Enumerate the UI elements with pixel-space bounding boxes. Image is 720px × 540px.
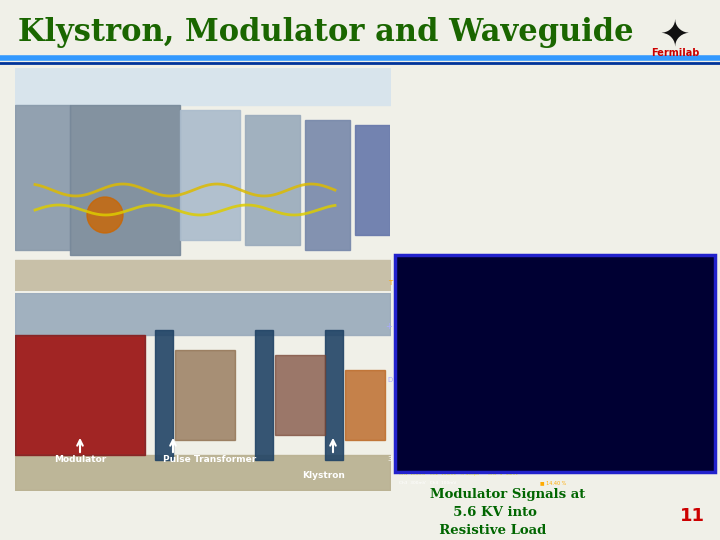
Text: ✦: ✦ xyxy=(660,18,690,52)
Text: Ch3  300mV   Ch4  100mV: Ch3 300mV Ch4 100mV xyxy=(399,481,456,484)
Bar xyxy=(305,120,350,250)
Text: Modulator Output
Current 200A/div: Modulator Output Current 200A/div xyxy=(508,383,572,396)
Bar xyxy=(17,337,143,453)
Bar xyxy=(275,355,325,435)
Text: Modulator: Modulator xyxy=(54,455,106,464)
Text: Klystron: Klystron xyxy=(302,471,345,480)
Bar xyxy=(345,370,385,440)
Text: Fermilab: Fermilab xyxy=(652,48,700,58)
Text: Pulse Transformer Output
Current 2 A/div at 36A: Pulse Transformer Output Current 2 A/div… xyxy=(492,271,585,284)
Text: Ac:   6.0mV: Ac: 6.0mV xyxy=(684,267,712,272)
Circle shape xyxy=(87,197,123,233)
Text: Pulse Transformer: Pulse Transformer xyxy=(163,455,256,464)
Text: 11: 11 xyxy=(680,507,705,525)
Text: D: D xyxy=(387,377,392,383)
Text: 3: 3 xyxy=(388,456,392,462)
Text: Ch1  100mV   Ch2  100mV   M 400µs  ^  Ch3  ↓  14mV: Ch1 100mV Ch2 100mV M 400µs ^ Ch3 ↓ 14mV xyxy=(399,471,518,476)
Bar xyxy=(175,350,235,440)
Bar xyxy=(155,330,173,460)
Bar xyxy=(355,125,390,235)
Text: Modulator Signals at
     5.6 KV into
  Resistive Load
 February 2, 2007: Modulator Signals at 5.6 KV into Resisti… xyxy=(430,488,585,540)
Text: ■ 14.40 %: ■ 14.40 % xyxy=(539,481,566,485)
Bar xyxy=(255,330,273,460)
Bar xyxy=(15,335,145,455)
Text: +: + xyxy=(385,322,392,331)
Bar xyxy=(180,110,240,240)
Text: T: T xyxy=(388,280,392,286)
Text: Klystron, Modulator and Waveguide: Klystron, Modulator and Waveguide xyxy=(18,17,634,48)
Bar xyxy=(325,330,343,460)
Bar xyxy=(70,105,180,255)
Text: Bouncer
Voltage: Bouncer Voltage xyxy=(402,322,432,335)
Bar xyxy=(245,115,300,245)
Text: Capacitor Bank
Voltage at 5.6 KV: Capacitor Bank Voltage at 5.6 KV xyxy=(580,327,644,340)
Bar xyxy=(15,105,70,250)
Text: @:   -1.7S V: @: -1.7S V xyxy=(683,276,712,281)
